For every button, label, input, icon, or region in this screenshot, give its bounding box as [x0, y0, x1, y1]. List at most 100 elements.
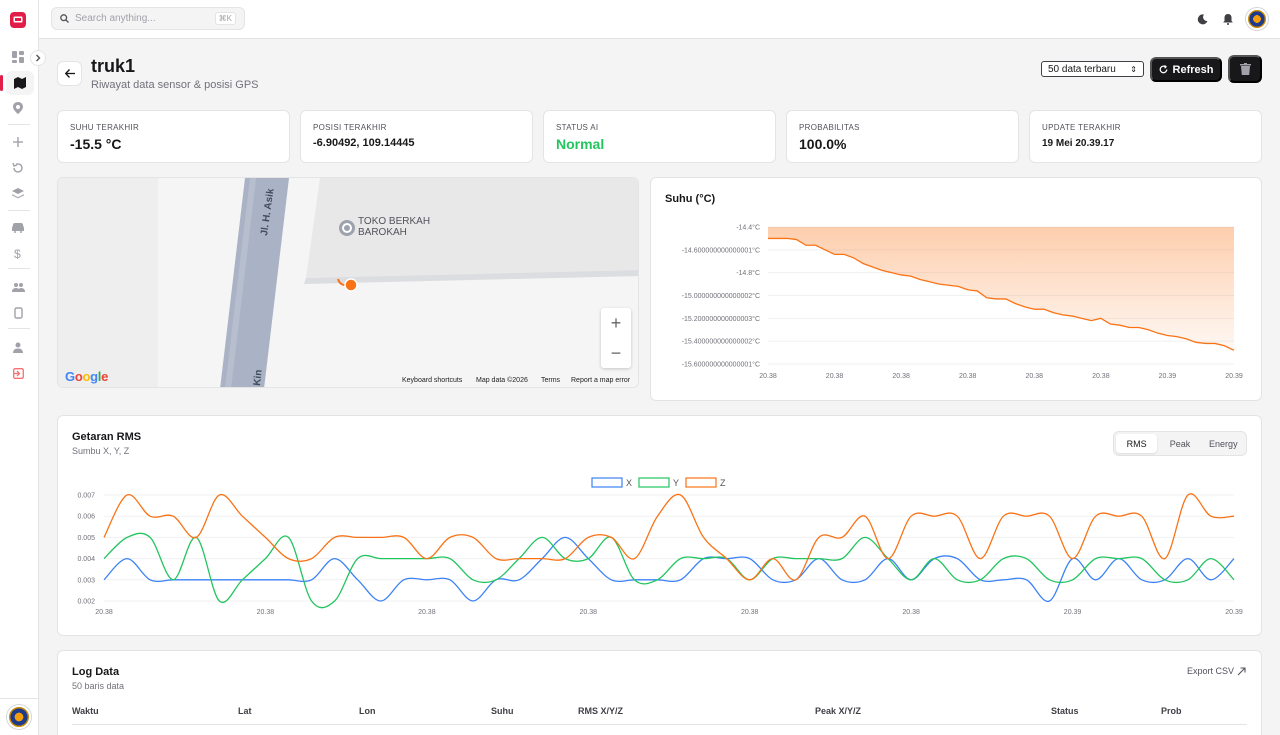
column-header[interactable]: RMS X/Y/Z [578, 706, 624, 716]
bell-icon[interactable] [1221, 12, 1235, 26]
refresh-label: Refresh [1172, 63, 1214, 76]
x-tick-label: 20.38 [1092, 373, 1110, 380]
column-header[interactable]: Prob [1161, 706, 1182, 716]
device-icon[interactable] [8, 303, 28, 323]
tab-peak[interactable]: Peak [1169, 438, 1191, 449]
stat-card-temperature: SUHU TERAKHIR -15.5 °C [57, 110, 290, 163]
stat-label: POSISI TERAKHIR [313, 123, 387, 132]
column-header[interactable]: Peak X/Y/Z [815, 706, 862, 716]
plus-icon[interactable] [8, 132, 28, 152]
stat-card-ai-status: STATUS AI Normal [543, 110, 776, 163]
history-icon[interactable] [8, 158, 28, 178]
column-header[interactable]: Lat [238, 706, 252, 716]
x-tick-label: 20.38 [580, 609, 598, 616]
dollar-icon[interactable]: $ [8, 243, 28, 263]
vibration-chart-subtitle: Sumbu X, Y, Z [72, 446, 130, 456]
zoom-in-button[interactable]: + [610, 312, 622, 333]
truck-icon[interactable] [8, 218, 28, 238]
zoom-out-button[interactable]: − [610, 342, 622, 363]
x-tick-label: 20.39 [1159, 373, 1177, 380]
export-csv-button[interactable]: Export CSV [1187, 666, 1246, 676]
x-tick-label: 20.39 [1064, 609, 1082, 616]
back-button[interactable] [57, 61, 82, 86]
x-tick-label: 20.38 [826, 373, 844, 380]
legend-label: X [626, 478, 632, 488]
column-header[interactable]: Waktu [72, 706, 99, 716]
x-tick-label: 20.38 [759, 373, 777, 380]
export-csv-label: Export CSV [1187, 666, 1235, 676]
temperature-chart-title: Suhu (°C) [665, 193, 716, 205]
search-box[interactable]: ⌘K [51, 7, 245, 30]
vibration-chart-title: Getaran RMS [72, 431, 142, 443]
x-tick-label: 20.38 [418, 609, 436, 616]
stat-label: STATUS AI [556, 123, 599, 132]
search-shortcut: ⌘K [214, 12, 236, 25]
temperature-line [768, 237, 1235, 351]
range-select-value: 50 data terbaru [1048, 63, 1116, 75]
dashboard-icon[interactable] [8, 47, 28, 67]
log-title: Log Data [72, 666, 120, 678]
delete-button[interactable] [1228, 55, 1262, 83]
layers-icon[interactable] [8, 184, 28, 204]
column-header[interactable]: Suhu [491, 706, 514, 716]
map-data-credit: Map data ©2026 [476, 377, 528, 384]
user-icon[interactable] [8, 337, 28, 357]
external-link-icon [1237, 666, 1246, 675]
legend-swatch [638, 477, 670, 488]
gps-map[interactable]: Jl. H. Asik Kin [57, 177, 639, 388]
tab-rms[interactable]: RMS [1116, 434, 1158, 453]
legend-label: Z [720, 478, 726, 488]
y-tick-label: -15.000000000000002°C [682, 292, 760, 300]
refresh-icon [1159, 65, 1167, 74]
x-tick-label: 20.39 [1225, 609, 1243, 616]
search-input[interactable] [75, 13, 205, 24]
y-tick-label: -14.600000000000001°C [682, 246, 760, 254]
trash-icon [1239, 63, 1251, 75]
stat-card-probability: PROBABILITAS 100.0% [786, 110, 1019, 163]
topbar: ⌘K [39, 0, 1280, 39]
location-pin-icon[interactable] [8, 98, 28, 118]
x-tick-label: 20.38 [1026, 373, 1044, 380]
map-terms-link[interactable]: Terms [541, 377, 561, 384]
map-place-label: TOKO BERKAH BAROKAH [358, 216, 430, 238]
map-icon[interactable] [0, 71, 34, 95]
arrow-left-icon [64, 69, 75, 78]
log-subtitle: 50 baris data [72, 681, 125, 691]
legend-swatch [591, 477, 623, 488]
user-avatar[interactable] [7, 705, 31, 729]
refresh-button[interactable]: Refresh [1150, 57, 1222, 82]
table-divider [72, 724, 1247, 725]
app-logo[interactable] [10, 12, 26, 28]
y-tick-label: 0.005 [77, 535, 95, 542]
profile-avatar[interactable] [1246, 8, 1268, 30]
series-line-y [103, 532, 1235, 609]
stat-card-last-update: UPDATE TERAKHIR 19 Mei 20.39.17 [1029, 110, 1262, 163]
dark-mode-icon[interactable] [1195, 12, 1209, 26]
stat-label: PROBABILITAS [799, 123, 860, 132]
search-icon [60, 14, 69, 23]
place-pin-icon [339, 220, 355, 236]
column-header[interactable]: Lon [359, 706, 376, 716]
users-icon[interactable] [8, 277, 28, 297]
y-tick-label: -14.4°C [736, 224, 760, 232]
y-tick-label: 0.002 [77, 599, 95, 606]
stat-value: -15.5 °C [70, 136, 122, 152]
map-keyboard-shortcuts[interactable]: Keyboard shortcuts [402, 377, 463, 384]
temperature-area [768, 227, 1234, 351]
stat-card-position: POSISI TERAKHIR -6.90492, 109.14445 [300, 110, 533, 163]
temperature-chart: -14.4°C -14.600000000000001°C -14.8°C -15.0… [682, 224, 1243, 381]
x-tick-label: 20.38 [959, 373, 977, 380]
map-place-line: BAROKAH [358, 227, 407, 238]
map-report-link[interactable]: Report a map error [571, 377, 631, 384]
sidebar-collapse-button[interactable] [30, 50, 46, 66]
logout-icon[interactable] [8, 363, 28, 383]
column-header[interactable]: Status [1051, 706, 1079, 716]
truck-position-marker [344, 278, 358, 292]
svg-text:$: $ [14, 247, 21, 259]
tab-energy[interactable]: Energy [1209, 438, 1238, 449]
series-line-z [103, 493, 1235, 581]
y-tick-label: -15.200000000000003°C [682, 315, 760, 323]
y-tick-label: 0.003 [77, 577, 95, 584]
range-select[interactable]: 50 data terbaru ⇕ [1041, 61, 1144, 77]
